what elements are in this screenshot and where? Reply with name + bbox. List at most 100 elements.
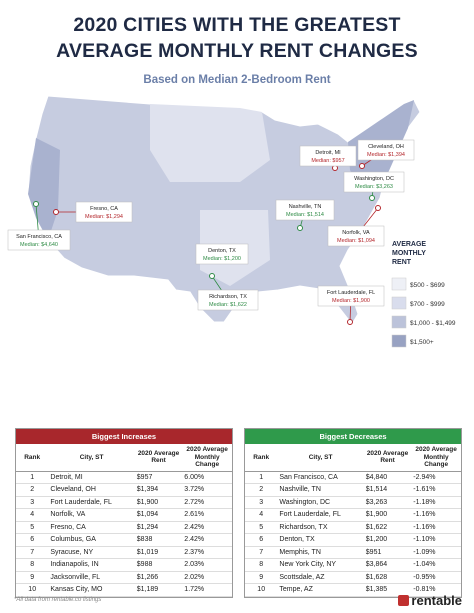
table-cell: 4 — [245, 508, 278, 522]
table-cell: 1.72% — [182, 583, 232, 597]
table: Biggest Increases Rank City, ST 2020 Averag… — [15, 428, 233, 598]
callout-city: Fresno, CA — [90, 206, 118, 212]
table-cell: -1.61% — [411, 483, 461, 497]
table-row: 6 Columbus, GA $838 2.42% — [16, 533, 232, 547]
header-row: Rank City, ST 2020 Average Rent 2020 Averag… — [245, 444, 461, 472]
table-cell: 3 — [16, 496, 49, 509]
table-cell: Denton, TX — [277, 533, 364, 547]
title-line: 2020 CITIES WITH THE GREATEST — [73, 14, 401, 36]
table-cell: $1,094 — [134, 508, 183, 522]
table-row: 3 Washington, DC $3,263 -1.18% — [245, 496, 461, 509]
table-cell: Norfolk, VA — [48, 508, 135, 522]
table-grid: Rank City, ST 2020 Average Rent 2020 Averag… — [245, 444, 461, 597]
header-row: Rank City, ST 2020 Average Rent 2020 Averag… — [16, 444, 232, 472]
callout-box — [343, 171, 405, 193]
table-cell: $1,394 — [134, 483, 183, 497]
callout-value: Median: $1,394 — [367, 152, 405, 158]
column-header: 2020 Average Monthly Change — [411, 444, 461, 472]
column-header: Rank — [16, 444, 49, 472]
table-row: 8 New York City, NY $3,864 -1.04% — [245, 558, 461, 572]
logo: rentable — [398, 593, 462, 608]
table-row: 10 Kansas City, MO $1,189 1.72% — [16, 583, 232, 597]
table: Biggest Decreases Rank City, ST 2020 Averag… — [244, 428, 462, 598]
table-cell: 2.37% — [182, 546, 232, 559]
table-cell: 2.42% — [182, 521, 232, 534]
table-cell: 3.72% — [182, 483, 232, 497]
table-cell: 8 — [245, 558, 278, 572]
logo-text: rentable — [411, 593, 462, 608]
table-cell: 2.42% — [182, 533, 232, 547]
legend-swatch — [391, 334, 407, 348]
callout-value: Median: $3,263 — [355, 184, 393, 190]
table-row: 5 Richardson, TX $1,622 -1.16% — [245, 521, 461, 534]
city-dot — [53, 209, 59, 215]
table-cell: 6 — [16, 533, 49, 547]
column-header: City, ST — [48, 444, 135, 472]
table-row: 8 Indianapolis, IN $988 2.03% — [16, 558, 232, 572]
region-shade — [28, 138, 60, 240]
column-header: 2020 Average Monthly Change — [182, 444, 232, 472]
table-grid: Rank City, ST 2020 Average Rent 2020 Averag… — [16, 444, 232, 597]
table-cell: $1,189 — [134, 583, 183, 597]
legend-label: $1,500+ — [410, 339, 434, 346]
table-cell: 7 — [16, 546, 49, 559]
table-cell: Kansas City, MO — [48, 583, 135, 597]
callout-value: Median: $4,640 — [20, 242, 58, 248]
table-cell: -1.09% — [411, 546, 461, 559]
table-cell: $951 — [363, 546, 412, 559]
legend-title: AVERAGE MONTHLY RENT — [392, 241, 426, 266]
table-row: 7 Syracuse, NY $1,019 2.37% — [16, 546, 232, 559]
table-cell: Jacksonville, FL — [48, 571, 135, 584]
callout-city: Denton, TX — [208, 248, 236, 254]
callout-city: Richardson, TX — [209, 294, 247, 300]
table-cell: $1,200 — [363, 533, 412, 547]
callout-box — [327, 225, 385, 247]
callout-value: Median: $1,900 — [332, 298, 370, 304]
city-dot — [369, 195, 375, 201]
city-dot — [297, 225, 303, 231]
table-cell: $957 — [134, 471, 183, 484]
table-cell: $838 — [134, 533, 183, 547]
table-row: 3 Fort Lauderdale, FL $1,900 2.72% — [16, 496, 232, 509]
callout-box — [7, 229, 71, 251]
title-line: AVERAGE MONTHLY RENT CHANGES — [56, 40, 418, 62]
callout-value: Median: $1,200 — [203, 256, 241, 262]
callout-box — [275, 199, 335, 221]
table-cell: 2.72% — [182, 496, 232, 509]
callout-box — [197, 289, 259, 311]
table-cell: 2.02% — [182, 571, 232, 584]
table-cell: San Francisco, CA — [277, 471, 364, 484]
table-cell: $1,266 — [134, 571, 183, 584]
callout-box — [299, 145, 357, 167]
table-cell: Richardson, TX — [277, 521, 364, 534]
table-row: 4 Norfolk, VA $1,094 2.61% — [16, 508, 232, 522]
table-cell: $1,019 — [134, 546, 183, 559]
table-cell: -1.10% — [411, 533, 461, 547]
table-row: 7 Memphis, TN $951 -1.09% — [245, 546, 461, 559]
table-title: Biggest Decreases — [245, 429, 461, 444]
table-cell: $988 — [134, 558, 183, 572]
table-cell: $1,514 — [363, 483, 412, 497]
column-header: 2020 Average Rent — [134, 444, 183, 472]
table-cell: 4 — [16, 508, 49, 522]
footnote: *All data from rentable.co listings — [14, 597, 102, 603]
table-cell: -1.16% — [411, 521, 461, 534]
callout-city: Fort Lauderdale, FL — [327, 290, 375, 296]
city-dot — [209, 273, 215, 279]
table-cell: Cleveland, OH — [48, 483, 135, 497]
map: Detroit, MI Median: $957 Cleveland, OH Medi… — [7, 95, 456, 348]
callout-box — [357, 139, 415, 161]
table-cell: 10 — [245, 583, 278, 597]
table-cell: $1,628 — [363, 571, 412, 584]
city-dot — [359, 163, 365, 169]
callout-city: Nashville, TN — [289, 204, 322, 210]
legend-label: $700 - $999 — [410, 301, 445, 308]
table-cell: -0.95% — [411, 571, 461, 584]
callout-city: Washington, DC — [354, 176, 394, 182]
table-cell: 5 — [245, 521, 278, 534]
city-dot — [375, 205, 381, 211]
table-cell: $1,900 — [134, 496, 183, 509]
callout-value: Median: $1,294 — [85, 214, 123, 220]
table-cell: Scottsdale, AZ — [277, 571, 364, 584]
